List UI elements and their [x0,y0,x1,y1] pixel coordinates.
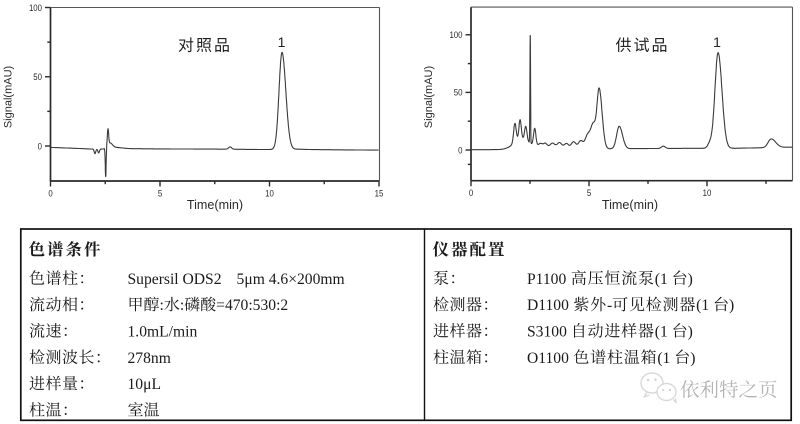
svg-text:Signal(mAU): Signal(mAU) [3,66,15,128]
svg-text:): ) [688,323,693,340]
svg-text:(1: (1 [655,271,668,288]
svg-text:D1100: D1100 [527,297,569,314]
svg-text::: : [180,297,184,314]
svg-text:0: 0 [38,141,42,152]
svg-text:5: 5 [587,188,591,199]
svg-text::: : [160,297,164,314]
svg-text:10μL: 10μL [128,376,161,393]
svg-text:(1: (1 [696,297,709,314]
svg-text:100: 100 [449,30,462,41]
svg-text:10: 10 [703,188,712,199]
svg-text:15: 15 [375,188,384,199]
svg-text:100: 100 [29,3,42,14]
svg-text:P1100: P1100 [527,271,566,288]
svg-text:(1: (1 [655,323,668,340]
svg-text:50: 50 [454,88,463,99]
svg-text:0: 0 [469,188,473,199]
svg-text:10: 10 [265,188,274,199]
svg-text:1.0mL/min: 1.0mL/min [128,323,198,340]
svg-text:(1: (1 [657,350,670,367]
svg-text:278nm: 278nm [128,350,171,367]
svg-text:): ) [690,350,695,367]
svg-text:S3100: S3100 [527,323,567,340]
svg-text:Time(min): Time(min) [187,198,243,212]
svg-text:50: 50 [33,72,42,83]
svg-text:Signal(mAU): Signal(mAU) [423,66,435,128]
svg-text:0: 0 [458,145,462,156]
svg-text:): ) [688,271,693,288]
svg-text:-: - [607,297,612,314]
svg-text:0: 0 [48,188,52,199]
svg-text:5μm 4.6×200mm: 5μm 4.6×200mm [237,271,345,288]
svg-text:1: 1 [278,34,286,50]
svg-text:=470:530:2: =470:530:2 [216,297,288,314]
svg-text:O1100: O1100 [527,350,569,367]
svg-text:): ) [729,297,734,314]
svg-text:5: 5 [158,188,162,199]
svg-text:Supersil ODS2: Supersil ODS2 [128,271,222,288]
svg-text:Time(min): Time(min) [602,198,658,212]
svg-text:1: 1 [713,34,721,50]
